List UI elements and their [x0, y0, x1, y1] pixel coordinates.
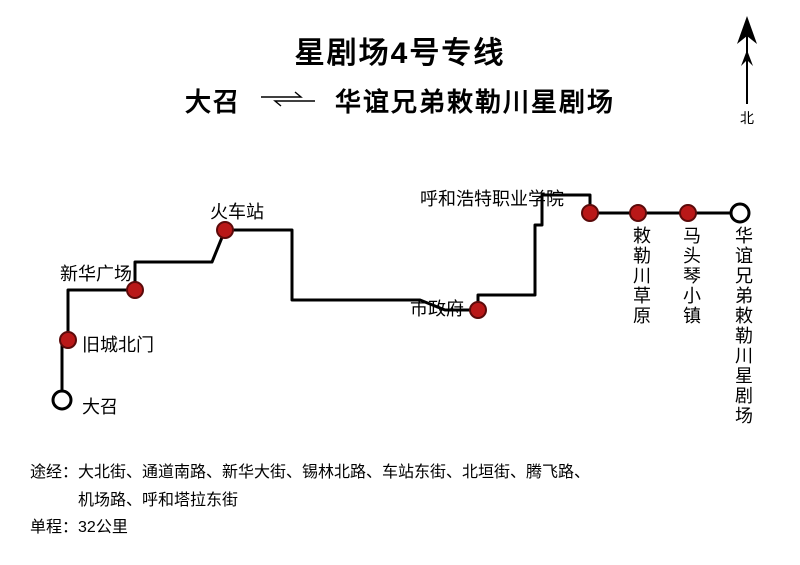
stop-jiucheng [60, 332, 76, 348]
label-matouqin: 马头琴小镇 [678, 226, 704, 326]
stop-shizhengfu [470, 302, 486, 318]
via-line2-wrap: 机场路、呼和塔拉东街 [30, 487, 590, 514]
dist-label: 单程： [30, 519, 78, 536]
label-zhiye: 呼和浩特职业学院 [420, 185, 564, 211]
label-xingjuchang: 华谊兄弟敕勒川星剧场 [730, 226, 756, 426]
stop-xingjuchang [731, 204, 749, 222]
stop-matouqin [680, 205, 696, 221]
label-jiucheng: 旧城北门 [82, 331, 154, 357]
stop-dazhao [53, 391, 71, 409]
stop-caoyuan [630, 205, 646, 221]
footer-info: 途经：大北街、通道南路、新华大街、锡林北路、车站东街、北垣街、腾飞路、 机场路、… [30, 459, 590, 541]
label-caoyuan: 敕勒川草原 [628, 226, 654, 326]
label-shizhengfu: 市政府 [410, 295, 464, 321]
label-xinhua: 新华广场 [60, 260, 132, 286]
via-label: 途经： [30, 464, 78, 481]
stop-zhiye [582, 205, 598, 221]
label-huochezhan: 火车站 [210, 198, 264, 224]
via-line2: 机场路、呼和塔拉东街 [78, 492, 238, 509]
label-dazhao: 大召 [82, 393, 118, 419]
via-line1: 大北街、通道南路、新华大街、锡林北路、车站东街、北垣街、腾飞路、 [78, 464, 590, 481]
distance-line: 单程：32公里 [30, 514, 590, 541]
stop-huochezhan [217, 222, 233, 238]
dist-value: 32公里 [78, 519, 128, 536]
via-line: 途经：大北街、通道南路、新华大街、锡林北路、车站东街、北垣街、腾飞路、 [30, 459, 590, 486]
